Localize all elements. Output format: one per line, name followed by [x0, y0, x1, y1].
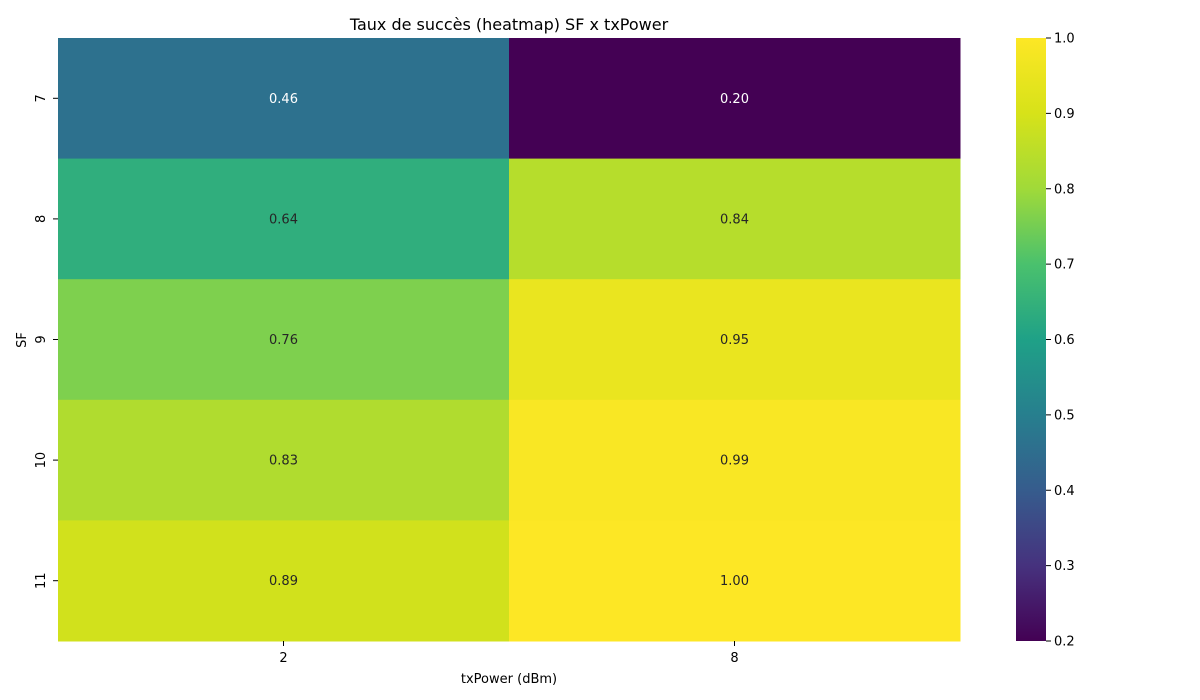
colorbar-tick-label: 1.0 — [1054, 32, 1075, 47]
x-tick-label: 8 — [730, 651, 738, 666]
heatmap-cell — [509, 158, 961, 280]
y-axis-label: SF — [15, 332, 30, 348]
cell-label: 0.20 — [720, 92, 749, 107]
cell-label: 0.89 — [269, 574, 298, 589]
y-axis: 7 8 9 10 11 — [34, 94, 58, 589]
cell-label: 0.64 — [269, 212, 298, 227]
heatmap-cell — [58, 158, 510, 280]
colorbar-tick-label: 0.8 — [1054, 182, 1075, 197]
heatmap-cell — [58, 279, 510, 401]
heatmap-cells: 0.46 0.20 0.64 0.84 0.76 0.95 0.83 0.99 0.89 1.00 — [58, 38, 961, 642]
cell-label: 0.84 — [720, 212, 749, 227]
colorbar-tick-label: 0.3 — [1054, 559, 1075, 574]
cell-label: 0.46 — [269, 92, 298, 107]
cell-label: 1.00 — [720, 574, 749, 589]
colorbar-tick-label: 0.4 — [1054, 484, 1075, 499]
colorbar-ticks: 0.2 0.3 0.4 0.5 0.6 0.7 0.8 0.9 1.0 — [1046, 32, 1075, 650]
heatmap-cell — [58, 520, 510, 642]
heatmap-cell — [509, 399, 961, 521]
y-tick-label: 8 — [34, 215, 49, 223]
y-tick-label: 9 — [34, 335, 49, 343]
colorbar-tick-label: 0.7 — [1054, 258, 1075, 273]
x-tick-label: 2 — [279, 651, 287, 666]
y-tick-label: 7 — [34, 94, 49, 102]
x-axis-label: txPower (dBm) — [461, 672, 557, 687]
cell-label: 0.95 — [720, 333, 749, 348]
y-tick-label: 10 — [34, 452, 49, 469]
cell-label: 0.76 — [269, 333, 298, 348]
colorbar-tick-label: 0.2 — [1054, 635, 1075, 650]
heatmap-cell — [509, 279, 961, 401]
y-tick-label: 11 — [34, 572, 49, 589]
chart-title: Taux de succès (heatmap) SF x txPower — [349, 15, 669, 34]
colorbar-tick-label: 0.5 — [1054, 408, 1075, 423]
heatmap-cell — [58, 399, 510, 521]
heatmap-cell — [58, 38, 510, 160]
colorbar-tick-label: 0.6 — [1054, 333, 1075, 348]
heatmap-cell — [509, 38, 961, 160]
colorbar-tick-label: 0.9 — [1054, 107, 1075, 122]
colorbar — [1016, 38, 1046, 641]
heatmap-cell — [509, 520, 961, 642]
cell-label: 0.99 — [720, 454, 749, 469]
cell-label: 0.83 — [269, 454, 298, 469]
